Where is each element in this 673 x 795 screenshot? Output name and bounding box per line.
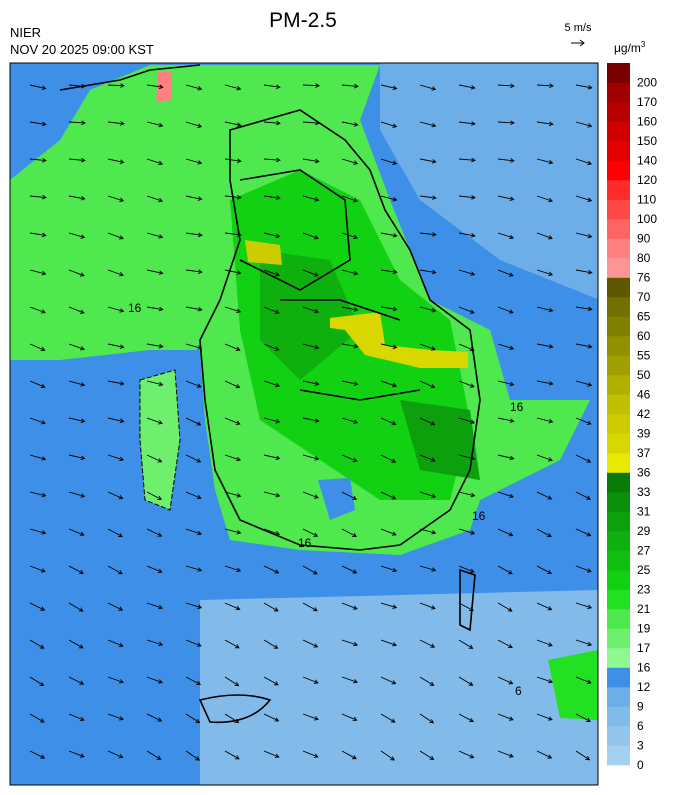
wind-scale-arrow — [571, 39, 585, 47]
colorbar-segment — [607, 277, 630, 298]
colorbar-segment — [607, 511, 630, 532]
colorbar-segment — [607, 316, 630, 337]
colorbar-label: 25 — [637, 563, 651, 577]
colorbar-label: 19 — [637, 622, 651, 636]
colorbar-segment — [607, 726, 630, 746]
colorbar-label: 3 — [637, 739, 644, 753]
colorbar-label: 42 — [637, 407, 651, 421]
colorbar-segment — [607, 355, 630, 376]
colorbar-segment — [607, 63, 630, 83]
colorbar-label: 70 — [637, 290, 651, 304]
colorbar-label: 17 — [637, 641, 651, 655]
colorbar-segment — [607, 238, 630, 259]
colorbar-label: 76 — [637, 271, 651, 285]
colorbar-segment — [607, 414, 630, 434]
colorbar-segment — [607, 121, 630, 142]
colorbar-label: 150 — [637, 134, 657, 148]
colorbar-segment — [607, 394, 630, 415]
colorbar-label: 16 — [637, 661, 651, 675]
colorbar-label: 100 — [637, 212, 657, 226]
colorbar-segment — [607, 336, 630, 356]
contour-label: 16 — [472, 509, 486, 523]
colorbar-segment — [607, 648, 630, 668]
colorbar-label: 6 — [637, 719, 644, 733]
colorbar-segment — [607, 219, 630, 239]
colorbar-unit: μg/m3 — [614, 40, 646, 55]
colorbar-segment — [607, 531, 630, 551]
colorbar-segment — [607, 667, 630, 688]
colorbar-label: 12 — [637, 680, 651, 694]
colorbar-label: 65 — [637, 310, 651, 324]
colorbar-label: 37 — [637, 446, 651, 460]
colorbar-label: 39 — [637, 427, 651, 441]
colorbar-segment — [607, 160, 630, 181]
colorbar-label: 29 — [637, 524, 651, 538]
colorbar-segment — [607, 687, 630, 707]
colorbar-label: 50 — [637, 368, 651, 382]
colorbar-segment — [607, 82, 630, 103]
colorbar-segment — [607, 492, 630, 512]
colorbar-label: 33 — [637, 485, 651, 499]
colorbar-label: 55 — [637, 349, 651, 363]
contour-label: 16 — [128, 301, 142, 315]
colorbar-label: 31 — [637, 505, 651, 519]
colorbar-label: 160 — [637, 115, 657, 129]
colorbar-label: 110 — [637, 193, 656, 207]
colorbar-segment — [607, 706, 630, 727]
colorbar-label: 0 — [637, 758, 644, 772]
colorbar-segment — [607, 141, 630, 161]
colorbar: 0369121617192123252729313336373942465055… — [607, 63, 657, 772]
colorbar-label: 120 — [637, 173, 657, 187]
map: 16 16 16 16 6 — [10, 63, 598, 785]
colorbar-label: 60 — [637, 329, 651, 343]
wind-scale-label: 5 m/s — [565, 22, 592, 34]
colorbar-segment — [607, 589, 630, 610]
colorbar-label: 9 — [637, 700, 644, 714]
colorbar-label: 46 — [637, 388, 651, 402]
contour-label: 16 — [510, 400, 524, 414]
colorbar-segment — [607, 628, 630, 649]
agency: NIER — [10, 25, 41, 40]
colorbar-label: 170 — [637, 95, 657, 109]
colorbar-segment — [607, 570, 630, 590]
colorbar-label: 27 — [637, 544, 651, 558]
title: PM-2.5 — [269, 9, 337, 32]
colorbar-label: 80 — [637, 251, 651, 265]
colorbar-segment — [607, 199, 630, 220]
contour-label: 16 — [298, 536, 312, 550]
timestamp: NOV 20 2025 09:00 KST — [10, 42, 154, 57]
colorbar-segment — [607, 102, 630, 122]
colorbar-segment — [607, 375, 630, 395]
colorbar-segment — [607, 258, 630, 278]
colorbar-segment — [607, 453, 630, 473]
contour-label: 6 — [515, 684, 522, 698]
colorbar-label: 36 — [637, 466, 651, 480]
colorbar-segment — [607, 472, 630, 493]
colorbar-segment — [607, 550, 630, 571]
colorbar-label: 140 — [637, 154, 657, 168]
colorbar-segment — [607, 180, 630, 200]
colorbar-label: 200 — [637, 76, 657, 90]
map-frame — [9, 62, 599, 786]
colorbar-segment — [607, 433, 630, 454]
colorbar-segment — [607, 745, 630, 766]
colorbar-segment — [607, 609, 630, 629]
colorbar-label: 23 — [637, 583, 651, 597]
colorbar-label: 21 — [637, 602, 651, 616]
colorbar-segment — [607, 297, 630, 317]
colorbar-label: 90 — [637, 232, 651, 246]
